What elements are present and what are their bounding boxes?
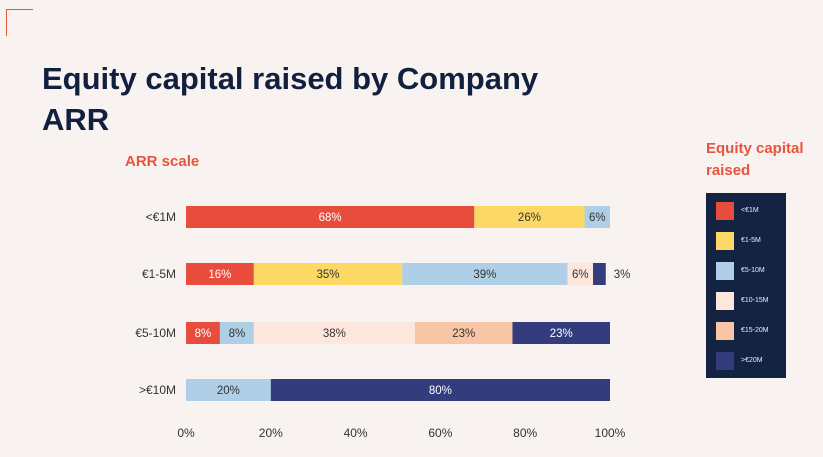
legend-item: <€1M: [716, 201, 759, 220]
bar-segment: [186, 379, 271, 401]
data-label: 6%: [572, 269, 589, 281]
bar-segment: [253, 322, 415, 344]
bar-segment: [253, 263, 403, 285]
bar-segment: [414, 322, 513, 344]
legend-label: <€1M: [741, 207, 759, 214]
bar-segment: [402, 263, 568, 285]
data-label: 39%: [473, 269, 496, 281]
x-tick-label: 40%: [344, 426, 368, 440]
bar-segment: [219, 322, 254, 344]
category-label: >€10M: [139, 383, 176, 397]
legend-label: €15-20M: [741, 327, 769, 334]
category-label: <€1M: [146, 210, 176, 224]
data-label: 38%: [323, 328, 346, 340]
data-label: 8%: [229, 328, 246, 340]
bar-segment: [186, 263, 254, 285]
legend-item: €15-20M: [716, 321, 769, 340]
data-label: 26%: [518, 212, 541, 224]
bar-segment: [270, 379, 610, 401]
data-label: 35%: [317, 269, 340, 281]
data-label: 23%: [550, 328, 573, 340]
x-tick-label: 60%: [428, 426, 452, 440]
corner-accent-horizontal: [6, 9, 33, 10]
legend-label: €1-5M: [741, 237, 761, 244]
bar-segment: [186, 322, 220, 344]
data-label: 8%: [195, 328, 212, 340]
legend-item: €10-15M: [716, 291, 769, 310]
chart-legend: <€1M €1-5M €5-10M €10-15M €15-20M >€20M: [706, 193, 786, 378]
legend-label: >€20M: [741, 357, 763, 364]
x-tick-label: 0%: [177, 426, 195, 440]
legend-item: >€20M: [716, 351, 763, 370]
corner-accent-vertical: [6, 9, 7, 36]
data-label: 20%: [217, 385, 240, 397]
legend-swatch: [716, 321, 734, 340]
legend-swatch: [716, 351, 734, 370]
legend-swatch: [716, 291, 734, 310]
data-label: 23%: [452, 328, 475, 340]
page-title: Equity capital raised by Company ARR: [42, 61, 539, 137]
legend-swatch: [716, 231, 734, 250]
data-label: 16%: [208, 269, 231, 281]
y-axis-title: ARR scale: [125, 153, 200, 170]
bar-segment: [512, 322, 610, 344]
legend-swatch: [716, 261, 734, 280]
data-label: 80%: [429, 385, 452, 397]
bar-segment: [584, 206, 610, 228]
data-label: 68%: [319, 212, 342, 224]
data-label: 6%: [589, 212, 606, 224]
x-tick-label: 100%: [595, 426, 626, 440]
bar-segment: [593, 263, 606, 285]
data-label: 3%: [614, 269, 631, 281]
legend-label: €10-15M: [741, 297, 769, 304]
bar-segment: [567, 263, 594, 285]
category-label: €5-10M: [135, 326, 176, 340]
legend-item: €5-10M: [716, 261, 765, 280]
bar-segment: [186, 206, 475, 228]
legend-swatch: [716, 201, 734, 220]
x-tick-label: 20%: [259, 426, 283, 440]
legend-label: €5-10M: [741, 267, 765, 274]
legend-item: €1-5M: [716, 231, 761, 250]
category-label: €1-5M: [142, 267, 176, 281]
legend-title: Equity capital raised: [706, 140, 804, 179]
bar-segment: [474, 206, 585, 228]
x-tick-label: 80%: [513, 426, 537, 440]
